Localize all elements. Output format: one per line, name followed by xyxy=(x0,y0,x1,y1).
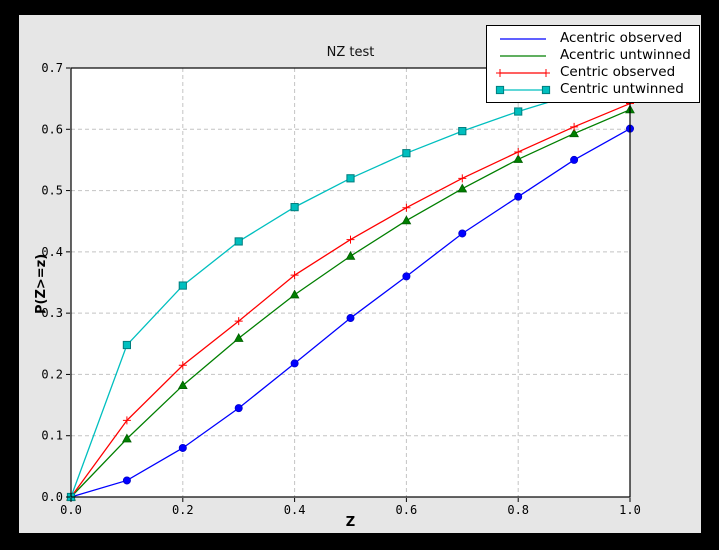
axis-ticks: 0.0 0.2 0.4 0.6 0.8 1.0 0.0 0.1 0.2 0.3 0.4 0.5 0.6 0… xyxy=(41,61,641,517)
legend-label: Acentric untwinned xyxy=(560,47,691,63)
legend-line-sample-acentric-observed xyxy=(500,37,546,40)
legend-label: Acentric observed xyxy=(560,30,683,46)
y-axis-label: P(Z>=z) xyxy=(34,253,49,314)
axes-frame xyxy=(70,67,631,498)
y-tick-label: 0.4 xyxy=(41,245,63,259)
plot-area xyxy=(71,68,630,497)
x-tick-label: 0.4 xyxy=(284,503,306,517)
y-tick-label: 0.7 xyxy=(41,61,63,75)
series-centric-observed xyxy=(67,99,634,501)
x-tick-label: 0.0 xyxy=(60,503,82,517)
legend-entry: Centric observed xyxy=(495,64,691,81)
legend-entry: Acentric observed xyxy=(495,30,691,47)
x-axis-label: Z xyxy=(345,515,356,530)
figure: 0.0 0.2 0.4 0.6 0.8 1.0 0.0 0.1 0.2 0.3 0.4 0.5 0.6 0… xyxy=(19,15,701,533)
x-tick-label: 1.0 xyxy=(619,503,641,517)
y-tick-label: 0.2 xyxy=(41,367,63,381)
x-tick-label: 0.6 xyxy=(396,503,418,517)
legend: Acentric observed Acentric untwinned Cen… xyxy=(486,25,700,103)
x-tick-label: 0.2 xyxy=(172,503,194,517)
chart-title: NZ test xyxy=(326,45,375,60)
plot-canvas: 0.0 0.2 0.4 0.6 0.8 1.0 0.0 0.1 0.2 0.3 0.4 0.5 0.6 0… xyxy=(41,61,641,517)
legend-line-sample-acentric-untwinned xyxy=(500,54,546,57)
x-tick-label: 0.8 xyxy=(507,503,529,517)
legend-label: Centric observed xyxy=(560,64,676,80)
y-tick-label: 0.0 xyxy=(41,490,63,504)
y-tick-label: 0.1 xyxy=(41,429,63,443)
legend-line-sample-centric-observed xyxy=(496,68,550,77)
legend-label: Centric untwinned xyxy=(560,81,684,97)
legend-line-sample-centric-untwinned xyxy=(495,85,551,94)
legend-entry: Acentric untwinned xyxy=(495,47,691,64)
y-tick-label: 0.5 xyxy=(41,184,63,198)
legend-entry: Centric untwinned xyxy=(495,81,691,98)
y-tick-label: 0.3 xyxy=(41,306,63,320)
gridlines xyxy=(71,68,630,497)
y-tick-label: 0.6 xyxy=(41,122,63,136)
